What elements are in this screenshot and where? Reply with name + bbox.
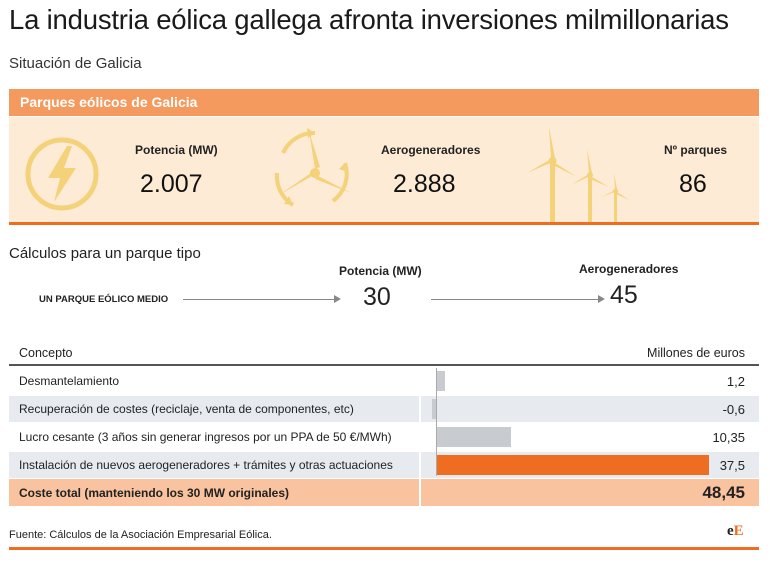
stat-value-power: 2.007 (140, 170, 203, 198)
source-note: Fuente: Cálculos de la Asociación Empres… (9, 529, 272, 541)
wind-farm-icon (527, 127, 629, 224)
arrow-line (431, 299, 599, 300)
calc-turbines-label: Aerogeneradores (579, 262, 679, 276)
arrow-head (598, 295, 605, 303)
table-row: Instalación de nuevos aerogeneradores + … (9, 452, 419, 478)
lightning-bolt-icon (25, 137, 99, 211)
total-row-label-cell: Coste total (manteniendo los 30 MW origi… (9, 479, 419, 506)
stat-label-power: Potencia (MW) (135, 143, 218, 157)
col-header-concept: Concepto (19, 346, 73, 360)
section-header: Parques eólicos de Galicia (9, 89, 759, 116)
section-header-label: Parques eólicos de Galicia (20, 94, 198, 110)
arrow-line (183, 299, 335, 300)
stat-label-parks: Nº parques (664, 143, 728, 157)
total-row-value-cell: 48,45 (421, 479, 759, 506)
bar (436, 455, 709, 475)
footer-rule (9, 547, 759, 550)
table-row-value-cell (421, 368, 759, 394)
page-title: La industria eólica gallega afronta inve… (9, 4, 729, 35)
bar (436, 371, 445, 391)
stat-label-turbines: Aerogeneradores (381, 143, 481, 157)
calc-start-label: UN PARQUE EÓLICO MEDIO (39, 294, 169, 305)
row-value: 10,35 (712, 430, 745, 445)
arrow-head (334, 295, 341, 303)
stats-panel: Potencia (MW) 2.007 Aerogeneradores 2.88… (9, 117, 759, 224)
row-label: Lucro cesante (3 años sin generar ingres… (19, 430, 392, 444)
stat-value-parks: 86 (679, 170, 707, 198)
table-row-value-cell (421, 396, 759, 422)
row-value: 37,5 (719, 458, 745, 473)
header-rule (9, 364, 759, 366)
table-row: Lucro cesante (3 años sin generar ingres… (9, 424, 419, 450)
stat-value-turbines: 2.888 (393, 170, 456, 198)
calc-power-value: 30 (363, 283, 391, 311)
col-header-value: Millones de euros (647, 346, 745, 360)
brand-logo: eE (727, 523, 744, 539)
table-row: Desmantelamiento (9, 368, 419, 394)
turbine-rotor-icon (274, 128, 351, 207)
total-label: Coste total (manteniendo los 30 MW origi… (19, 486, 290, 500)
divider (9, 222, 759, 225)
total-value: 48,45 (702, 483, 745, 502)
zero-axis (436, 368, 437, 476)
row-label: Instalación de nuevos aerogeneradores + … (19, 458, 393, 472)
bar (431, 399, 436, 419)
page-subtitle: Situación de Galicia (9, 55, 142, 72)
row-label: Recuperación de costes (reciclaje, venta… (19, 402, 354, 416)
bar (436, 427, 512, 447)
calc-turbines-value: 45 (610, 281, 638, 309)
row-value: 1,2 (726, 374, 745, 389)
row-label: Desmantelamiento (19, 374, 120, 388)
calc-power-label: Potencia (MW) (339, 264, 422, 278)
calc-title: Cálculos para un parque tipo (9, 245, 201, 262)
row-value: -0,6 (722, 402, 745, 417)
table-row: Recuperación de costes (reciclaje, venta… (9, 396, 419, 422)
